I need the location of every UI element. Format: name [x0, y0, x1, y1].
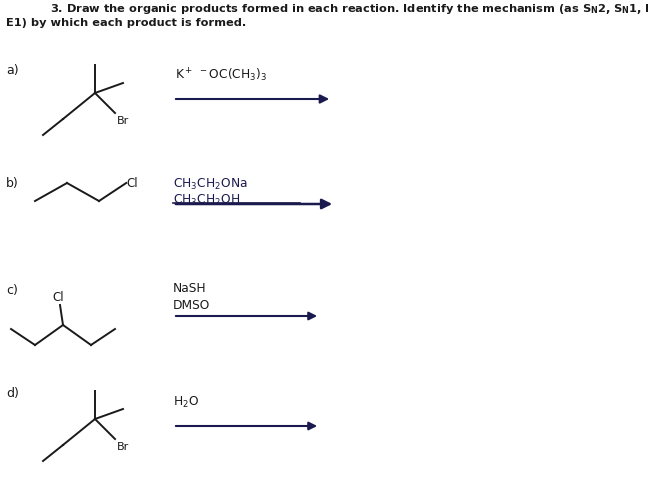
- Text: H$_2$O: H$_2$O: [173, 394, 199, 409]
- Text: Br: Br: [117, 441, 129, 451]
- Text: 3. Draw the organic products formed in each reaction. Identify the mechanism (as: 3. Draw the organic products formed in e…: [50, 2, 648, 16]
- Text: CH$_3$CH$_2$ONa: CH$_3$CH$_2$ONa: [173, 176, 248, 191]
- Text: d): d): [6, 386, 19, 399]
- Text: b): b): [6, 177, 19, 189]
- Text: c): c): [6, 284, 18, 297]
- Text: DMSO: DMSO: [173, 299, 211, 312]
- Text: E1) by which each product is formed.: E1) by which each product is formed.: [6, 18, 246, 28]
- Text: K$^+$ $^-$OC(CH$_3$)$_3$: K$^+$ $^-$OC(CH$_3$)$_3$: [175, 67, 267, 84]
- Text: Cl: Cl: [52, 291, 64, 304]
- Text: a): a): [6, 64, 19, 77]
- Text: NaSH: NaSH: [173, 282, 207, 295]
- Text: Br: Br: [117, 116, 129, 126]
- Text: Cl: Cl: [126, 177, 138, 190]
- Text: CH$_3$CH$_2$OH: CH$_3$CH$_2$OH: [173, 192, 240, 207]
